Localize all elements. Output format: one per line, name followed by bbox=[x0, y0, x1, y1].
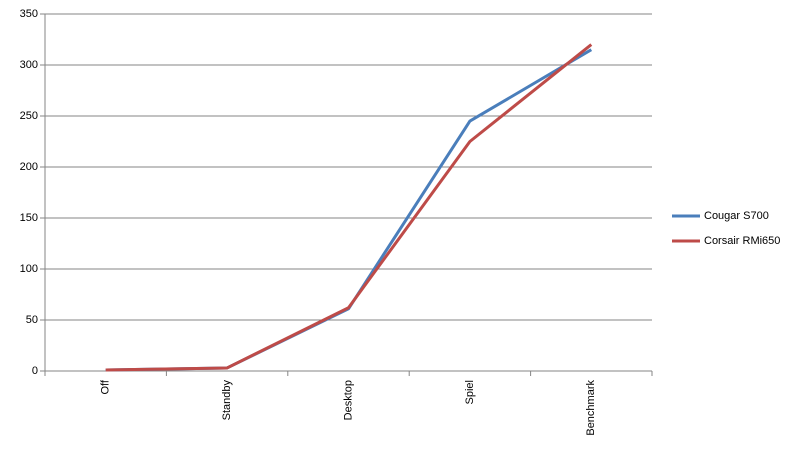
y-tick-label: 350 bbox=[20, 8, 38, 20]
y-tick-label: 200 bbox=[20, 161, 38, 173]
y-tick-label: 100 bbox=[20, 263, 38, 275]
y-tick-label: 300 bbox=[20, 59, 38, 71]
x-tick-label: Benchmark bbox=[585, 380, 597, 436]
series-line bbox=[105, 48, 593, 372]
x-tick-label: Standby bbox=[221, 380, 233, 421]
y-tick-label: 50 bbox=[26, 314, 38, 326]
legend-label: Cougar S700 bbox=[704, 210, 769, 222]
y-tick-label: 0 bbox=[32, 365, 38, 377]
y-tick-label: 250 bbox=[20, 110, 38, 122]
y-tick-label: 150 bbox=[20, 212, 38, 224]
x-tick-label: Off bbox=[100, 379, 112, 394]
x-tick-label: Desktop bbox=[342, 380, 354, 420]
legend-label: Corsair RMi650 bbox=[704, 235, 780, 247]
series-line bbox=[105, 43, 593, 372]
x-tick-label: Spiel bbox=[464, 380, 476, 404]
